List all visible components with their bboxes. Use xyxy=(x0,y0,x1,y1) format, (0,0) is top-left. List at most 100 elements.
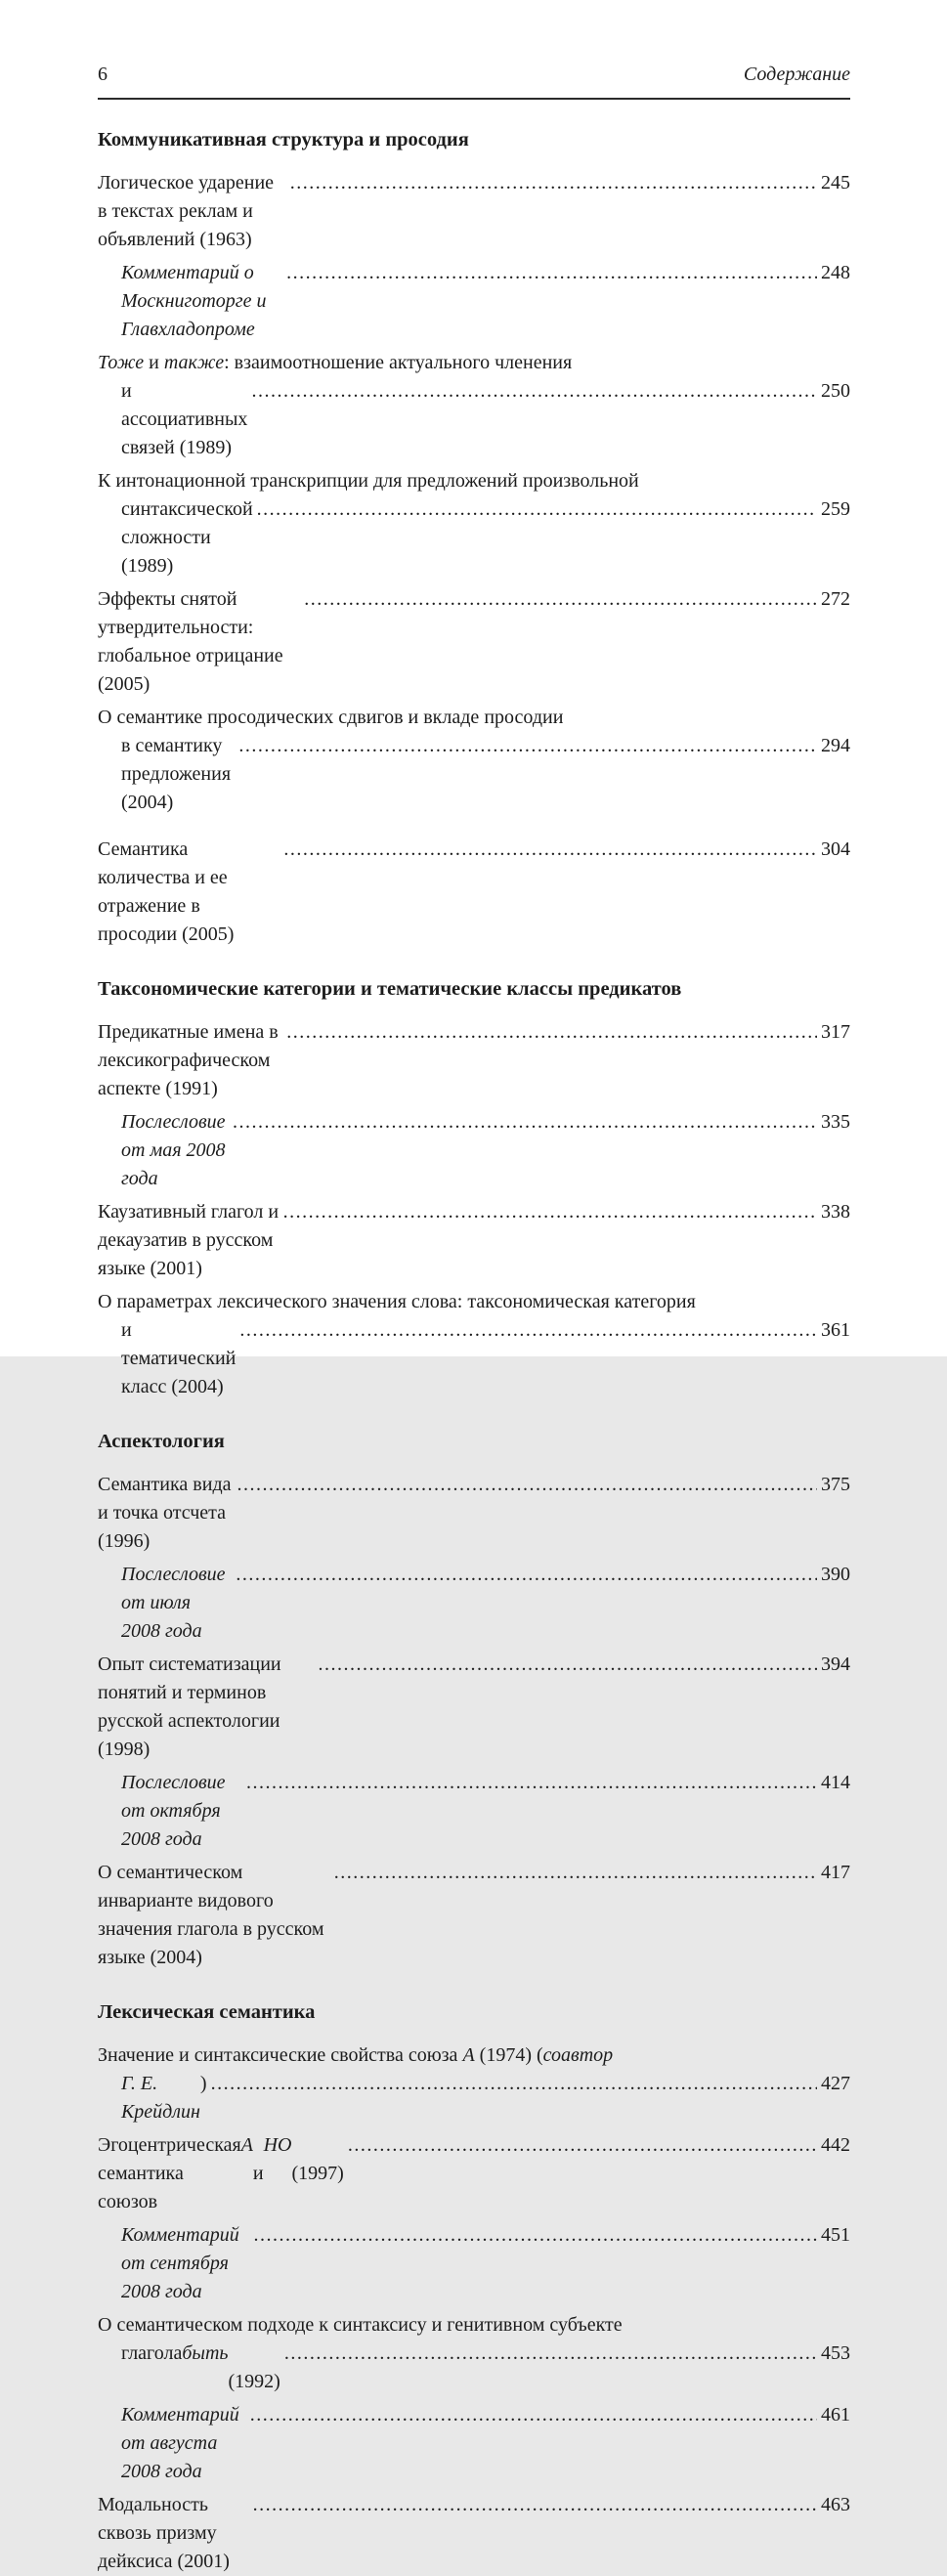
section-heading: Таксономические категории и тематические… xyxy=(98,978,682,1000)
section-heading: Лексическая семантика xyxy=(98,2001,316,2023)
toc-entry: О параметрах лексического значения слова… xyxy=(98,1288,850,1401)
toc-entry: Послесловие от октября 2008 года 414 xyxy=(98,1769,850,1854)
entry-page-number: 248 xyxy=(821,262,850,283)
entry-page-number: 453 xyxy=(821,2342,850,2364)
entry-page-number: 442 xyxy=(821,2134,850,2156)
entry-text: Комментарий о Москниготорге и Главхладоп… xyxy=(121,262,272,340)
toc-entry-line: О параметрах лексического значения слова… xyxy=(98,1288,850,1316)
toc-sections: Коммуникативная структура и просодия Логи… xyxy=(98,126,850,2576)
entry-text: НО xyxy=(263,2134,292,2156)
toc-entry-line: Значение и синтаксические свойства союза… xyxy=(98,2041,850,2070)
section-heading: Аспектология xyxy=(98,1431,225,1452)
toc-entry: Комментарий от августа 2008 года 461 xyxy=(98,2401,850,2486)
entry-page-number: 245 xyxy=(821,172,850,193)
toc-entry: Модальность сквозь призму дейксиса (2001… xyxy=(98,2491,850,2576)
dot-leader xyxy=(254,2221,817,2250)
toc-entry-line: О семантическом подходе к синтаксису и г… xyxy=(98,2311,850,2340)
toc-entry: Значение и синтаксические свойства союза… xyxy=(98,2041,850,2126)
toc-entry-line: в семантику предложения (2004) 294 xyxy=(98,732,850,817)
toc-entry: Послесловие от июля 2008 года 390 xyxy=(98,1561,850,1646)
entry-text: Эффекты снятой утвердительности: глобаль… xyxy=(98,588,288,695)
entry-text: Значение и синтаксические свойства союза xyxy=(98,2044,463,2066)
entry-text: К интонационной транскрипции для предлож… xyxy=(98,470,639,492)
page-number: 6 xyxy=(98,64,108,85)
dot-leader xyxy=(237,1471,817,1499)
toc-entry: Комментарий о Москниготорге и Главхладоп… xyxy=(98,259,850,344)
toc-entry-line: Логическое ударение в текстах реклам и о… xyxy=(98,169,850,254)
entry-page-number: 259 xyxy=(821,498,850,520)
dot-leader xyxy=(283,1198,817,1226)
dot-leader xyxy=(286,1018,817,1047)
entry-text: синтаксической сложности (1989) xyxy=(121,498,258,577)
dot-leader xyxy=(290,169,817,197)
toc-entry-line: О семантике просодических сдвигов и вкла… xyxy=(98,704,850,732)
toc-entry-line: синтаксической сложности (1989) 259 xyxy=(98,495,850,580)
entry-text: О семантическом подходе к синтаксису и г… xyxy=(98,2314,623,2336)
toc-entry-line: глагола быть (1992) 453 xyxy=(98,2340,850,2396)
entry-text: Тоже xyxy=(98,352,145,373)
entry-text: Семантика вида и точка отсчета (1996) xyxy=(98,1474,237,1552)
dot-leader xyxy=(286,259,817,287)
toc-entry-line: О семантическом инварианте видового знач… xyxy=(98,1859,850,1972)
toc-entry-line: Г. Е. Крейдлин) 427 xyxy=(98,2070,850,2126)
entry-text: ) xyxy=(199,2073,207,2094)
toc-entry: Семантика количества и ее отражение в пр… xyxy=(98,836,850,949)
toc-entry-line: К интонационной транскрипции для предлож… xyxy=(98,467,850,495)
dot-leader xyxy=(250,2401,817,2429)
toc-entry-line: Комментарий о Москниготорге и Главхладоп… xyxy=(98,259,850,344)
dot-leader xyxy=(233,1108,817,1137)
dot-leader xyxy=(239,1316,817,1345)
entry-page-number: 390 xyxy=(821,1564,850,1585)
toc-entry-line: Семантика количества и ее отражение в пр… xyxy=(98,836,850,949)
toc-entry-line: Комментарий от сентября 2008 года 451 xyxy=(98,2221,850,2306)
entry-page-number: 272 xyxy=(821,588,850,610)
entry-page-number: 451 xyxy=(821,2224,850,2246)
entry-text: О семантическом инварианте видового знач… xyxy=(98,1862,329,1968)
dot-leader xyxy=(253,2491,817,2519)
dot-leader xyxy=(238,732,817,760)
entry-page-number: 335 xyxy=(821,1111,850,1133)
toc-entry-line: Комментарий от августа 2008 года 461 xyxy=(98,2401,850,2486)
toc-entry-line: Семантика вида и точка отсчета (1996) 375 xyxy=(98,1471,850,1556)
entry-text: глагола xyxy=(121,2342,188,2364)
entry-text: Комментарий от сентября 2008 года xyxy=(121,2224,244,2302)
entry-page-number: 250 xyxy=(821,380,850,402)
entry-text: Послесловие от октября 2008 года xyxy=(121,1772,231,1850)
entry-text: (1974) ( xyxy=(474,2044,543,2066)
toc-entry-line: Каузативный глагол и декаузатив в русско… xyxy=(98,1198,850,1283)
toc-entry-line: Эффекты снятой утвердительности: глобаль… xyxy=(98,585,850,699)
book-toc-page: 6 Содержание Коммуникативная структура и… xyxy=(0,0,947,1356)
entry-page-number: 304 xyxy=(821,838,850,860)
entry-text: соавтор xyxy=(542,2044,614,2066)
entry-text: Послесловие от июля 2008 года xyxy=(121,1564,231,1642)
toc-entry: Каузативный глагол и декаузатив в русско… xyxy=(98,1198,850,1283)
toc-entry-line: Опыт систематизации понятий и терминов р… xyxy=(98,1651,850,1764)
dot-leader xyxy=(251,377,817,406)
dot-leader xyxy=(348,2131,817,2160)
entry-text: А xyxy=(240,2134,253,2156)
entry-page-number: 394 xyxy=(821,1653,850,1675)
entry-text: А xyxy=(462,2044,475,2066)
entry-page-number: 375 xyxy=(821,1474,850,1495)
section-heading: Коммуникативная структура и просодия xyxy=(98,129,469,150)
entry-page-number: 417 xyxy=(821,1862,850,1883)
toc-entry: К интонационной транскрипции для предлож… xyxy=(98,467,850,580)
entry-text: и ассоциативных связей (1989) xyxy=(121,380,253,458)
toc-entry-line: и ассоциативных связей (1989) 250 xyxy=(98,377,850,462)
entry-page-number: 463 xyxy=(821,2494,850,2515)
toc-entry: О семантическом подходе к синтаксису и г… xyxy=(98,2311,850,2396)
toc-entry: Опыт систематизации понятий и терминов р… xyxy=(98,1651,850,1764)
entry-text: О параметрах лексического значения слова… xyxy=(98,1291,696,1312)
entry-text: Послесловие от мая 2008 года xyxy=(121,1111,231,1189)
entry-text: Эгоцентрическая семантика союзов xyxy=(98,2134,246,2212)
toc-entry: Предикатные имена в лексикографическом а… xyxy=(98,1018,850,1103)
dot-leader xyxy=(334,1859,817,1887)
dot-leader xyxy=(236,1561,817,1589)
entry-page-number: 414 xyxy=(821,1772,850,1793)
entry-text: и тематический класс (2004) xyxy=(121,1319,241,1397)
entry-text: Предикатные имена в лексикографическом а… xyxy=(98,1021,283,1099)
entry-page-number: 294 xyxy=(821,735,850,756)
entry-text: (1997) xyxy=(291,2134,344,2184)
toc-entry: Послесловие от мая 2008 года 335 xyxy=(98,1108,850,1193)
toc-entry-line: Предикатные имена в лексикографическом а… xyxy=(98,1018,850,1103)
